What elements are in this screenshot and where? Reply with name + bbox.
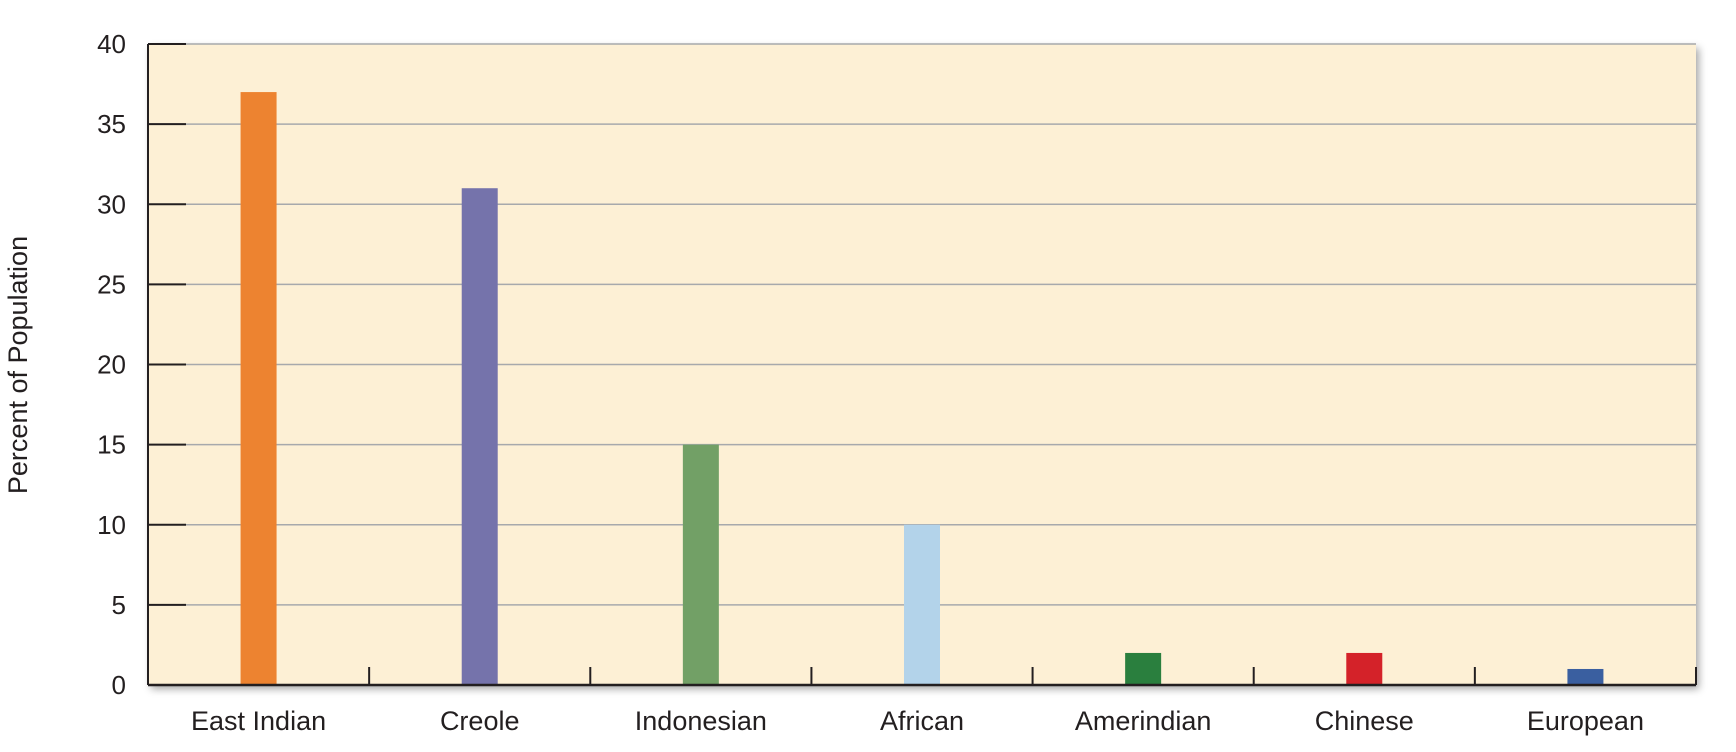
x-category-labels: East Indian Creole Indonesian African Amerin… (191, 706, 1644, 736)
y-tick-label: 35 (97, 109, 126, 139)
y-tick-label: 25 (97, 269, 126, 299)
x-category-label: Creole (440, 706, 520, 736)
y-tick-label: 30 (97, 189, 126, 219)
y-tick-label: 10 (97, 510, 126, 540)
y-tick-label: 0 (112, 670, 126, 700)
y-tick-label: 15 (97, 430, 126, 460)
bar-amerindian (1125, 652, 1162, 685)
bar-chinese (1346, 652, 1383, 685)
x-category-label: African (880, 706, 964, 736)
bar-creole (461, 188, 498, 685)
y-tick-label: 20 (97, 350, 126, 380)
bar-african (904, 524, 940, 685)
x-category-label: Amerindian (1075, 706, 1212, 736)
x-category-label: European (1527, 706, 1644, 736)
bars (240, 92, 1604, 685)
bar-indonesian (682, 444, 719, 685)
x-category-label: East Indian (191, 706, 326, 736)
y-tick-labels: 0 5 10 15 20 25 30 35 40 (97, 29, 126, 700)
y-tick-label: 5 (112, 590, 126, 620)
y-tick-label: 40 (97, 29, 126, 59)
x-category-label: Indonesian (635, 706, 767, 736)
y-axis-title: Percent of Population (3, 236, 33, 494)
bar-east-indian (240, 92, 277, 685)
axes (147, 43, 1697, 687)
bar-european (1567, 668, 1604, 685)
x-category-label: Chinese (1315, 706, 1414, 736)
